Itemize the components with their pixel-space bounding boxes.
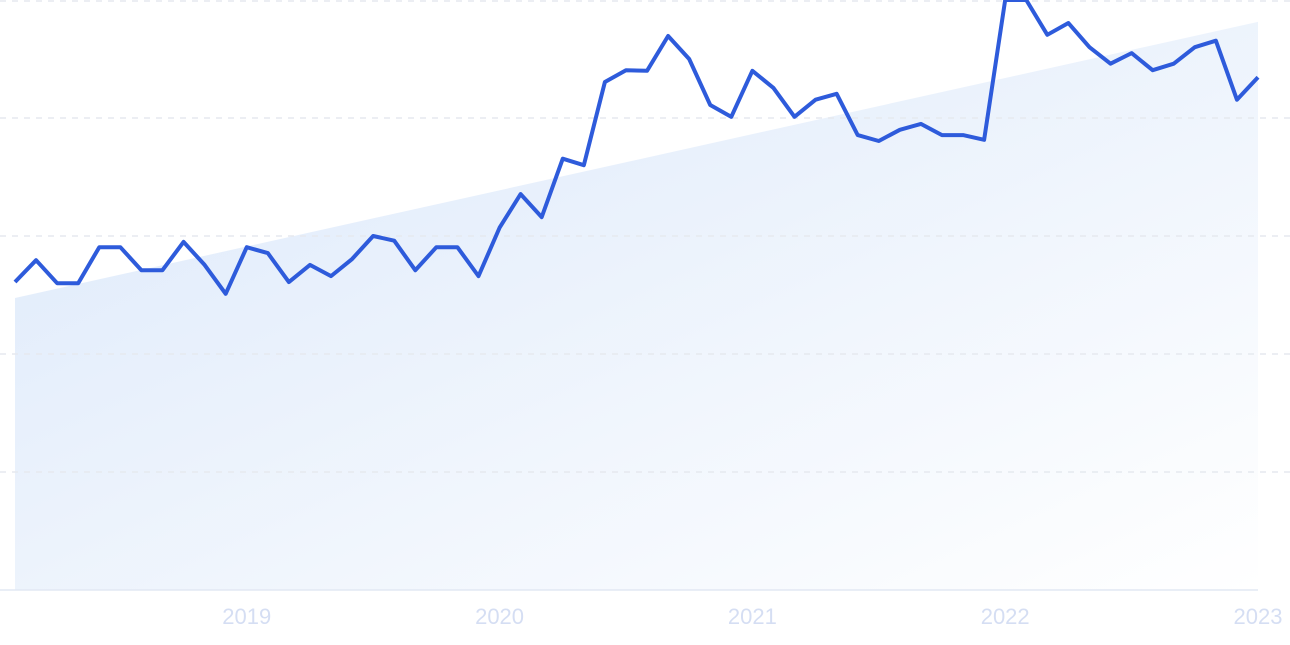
x-tick-label: 2023 — [1234, 604, 1283, 629]
trend-area — [15, 21, 1258, 590]
x-tick-label: 2019 — [222, 604, 271, 629]
trend-line — [13, 0, 1260, 296]
x-tick-label: 2021 — [728, 604, 777, 629]
x-tick-label: 2022 — [981, 604, 1030, 629]
x-tick-label: 2020 — [475, 604, 524, 629]
